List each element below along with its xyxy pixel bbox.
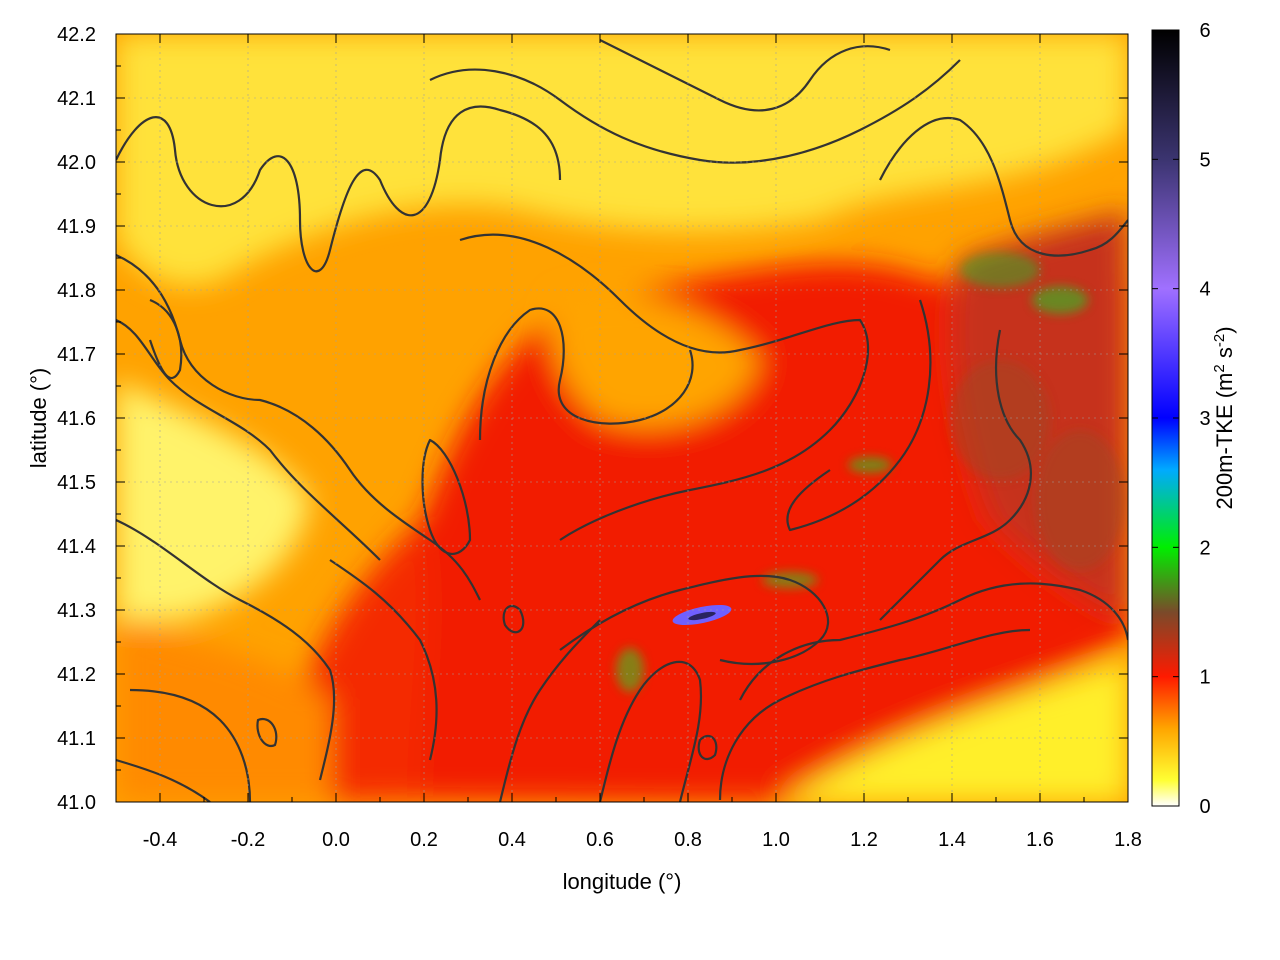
- y-tick-label: 41.1: [57, 728, 96, 750]
- colorbar-tick-label: 6: [1199, 20, 1210, 42]
- contour-line: [879, 117, 1128, 257]
- tke-red-core: [373, 263, 1128, 802]
- colorbar-label-mid: s: [1212, 347, 1237, 364]
- contour-line: [459, 233, 870, 541]
- contour-line: [116, 105, 562, 273]
- y-tick-label: 41.9: [57, 216, 96, 238]
- contour-line: [739, 582, 1128, 701]
- contour-line: [498, 619, 601, 802]
- contour-line: [478, 307, 694, 441]
- colorbar-label: 200m-TKE (m2 s-2): [1211, 326, 1237, 509]
- tke-heatmap: [116, 34, 1128, 802]
- y-axis-ticks: 41.0 41.1 41.2 41.3 41.4 41.5 41.6 41.7 41.8 41.9…: [57, 24, 1128, 814]
- y-tick-label: 41.6: [57, 408, 96, 430]
- tke-yellow-sea: [780, 660, 1128, 802]
- y-tick-label: 42.2: [57, 24, 96, 46]
- hotspot-green-1: [960, 252, 1040, 288]
- x-tick-label: 1.4: [938, 829, 966, 851]
- x-tick-label: 0.0: [322, 829, 350, 851]
- colorbar-label-main: 200m-TKE (m: [1212, 373, 1237, 510]
- hotspot-brown-2: [1035, 430, 1125, 570]
- tke-yellow-north: [116, 34, 1128, 286]
- y-tick-label: 42.1: [57, 88, 96, 110]
- colorbar-ticks: 0 1 2 3 4 5 6: [1152, 20, 1211, 818]
- y-tick-label: 41.5: [57, 472, 96, 494]
- contour-line: [598, 660, 703, 802]
- x-tick-label: 0.2: [410, 829, 438, 851]
- colorbar-label-end: ): [1212, 326, 1237, 333]
- contour-line: [718, 628, 1031, 801]
- y-tick-label: 41.2: [57, 664, 96, 686]
- x-tick-label: -0.4: [143, 829, 177, 851]
- contour-line: [786, 299, 932, 532]
- x-tick-label: 1.0: [762, 829, 790, 851]
- x-tick-label: 1.6: [1026, 829, 1054, 851]
- hotspot-green-3: [848, 457, 892, 473]
- y-tick-label: 41.0: [57, 792, 96, 814]
- contour-line: [429, 59, 961, 164]
- y-tick-label: 41.8: [57, 280, 96, 302]
- hotspot-green-4: [616, 648, 644, 692]
- x-axis-ticks: -0.4 -0.2 0.0 0.2 0.4 0.6 0.8 1.0 1.2 1.4 1.6 1.8: [143, 34, 1142, 851]
- tke-red-west: [300, 520, 429, 802]
- contour-line: [559, 574, 830, 666]
- y-tick-label: 41.3: [57, 600, 96, 622]
- colorbar-tick-label: 4: [1199, 279, 1210, 301]
- colorbar-label-sup2: -2: [1211, 334, 1228, 347]
- contour-line: [148, 298, 183, 379]
- tke-orange-southwest: [116, 620, 330, 802]
- colorbar-tick-label: 0: [1199, 796, 1210, 818]
- y-axis-label: latitude (°): [26, 368, 51, 469]
- contour-line: [329, 559, 438, 761]
- hotspot-brown-1: [950, 360, 1050, 480]
- x-tick-label: 1.2: [850, 829, 878, 851]
- contour-line: [129, 688, 252, 802]
- x-tick-label: -0.2: [231, 829, 265, 851]
- terrain-contours: [116, 39, 1128, 802]
- contour-line: [256, 717, 278, 748]
- y-tick-label: 42.0: [57, 152, 96, 174]
- contour-line: [879, 329, 1032, 621]
- x-tick-label: 0.4: [498, 829, 526, 851]
- x-tick-label: 0.6: [586, 829, 614, 851]
- contour-line: [116, 758, 211, 802]
- heatmap-field: [116, 34, 1128, 802]
- colorbar-tick-label: 2: [1199, 537, 1210, 559]
- contour-line: [502, 604, 525, 634]
- y-tick-label: 41.4: [57, 536, 96, 558]
- hotspot-green-2: [1032, 286, 1088, 314]
- contour-line: [116, 518, 336, 781]
- tke-yellow-west: [116, 380, 310, 620]
- colorbar-tick-label: 3: [1199, 408, 1210, 430]
- contour-line: [116, 318, 381, 561]
- peak-cell-core: [688, 611, 716, 621]
- contour-line: [697, 734, 718, 761]
- contour-line: [599, 39, 891, 112]
- colorbar-label-sup1: 2: [1211, 364, 1228, 372]
- y-tick-label: 41.7: [57, 344, 96, 366]
- x-axis-label: longitude (°): [563, 869, 682, 894]
- x-tick-label: 0.8: [674, 829, 702, 851]
- contour-line: [421, 438, 472, 556]
- tke-orange-ridge: [552, 293, 760, 428]
- x-tick-label: 1.8: [1114, 829, 1142, 851]
- colorbar-tick-label: 1: [1199, 667, 1210, 689]
- colorbar-tick-label: 5: [1199, 149, 1210, 171]
